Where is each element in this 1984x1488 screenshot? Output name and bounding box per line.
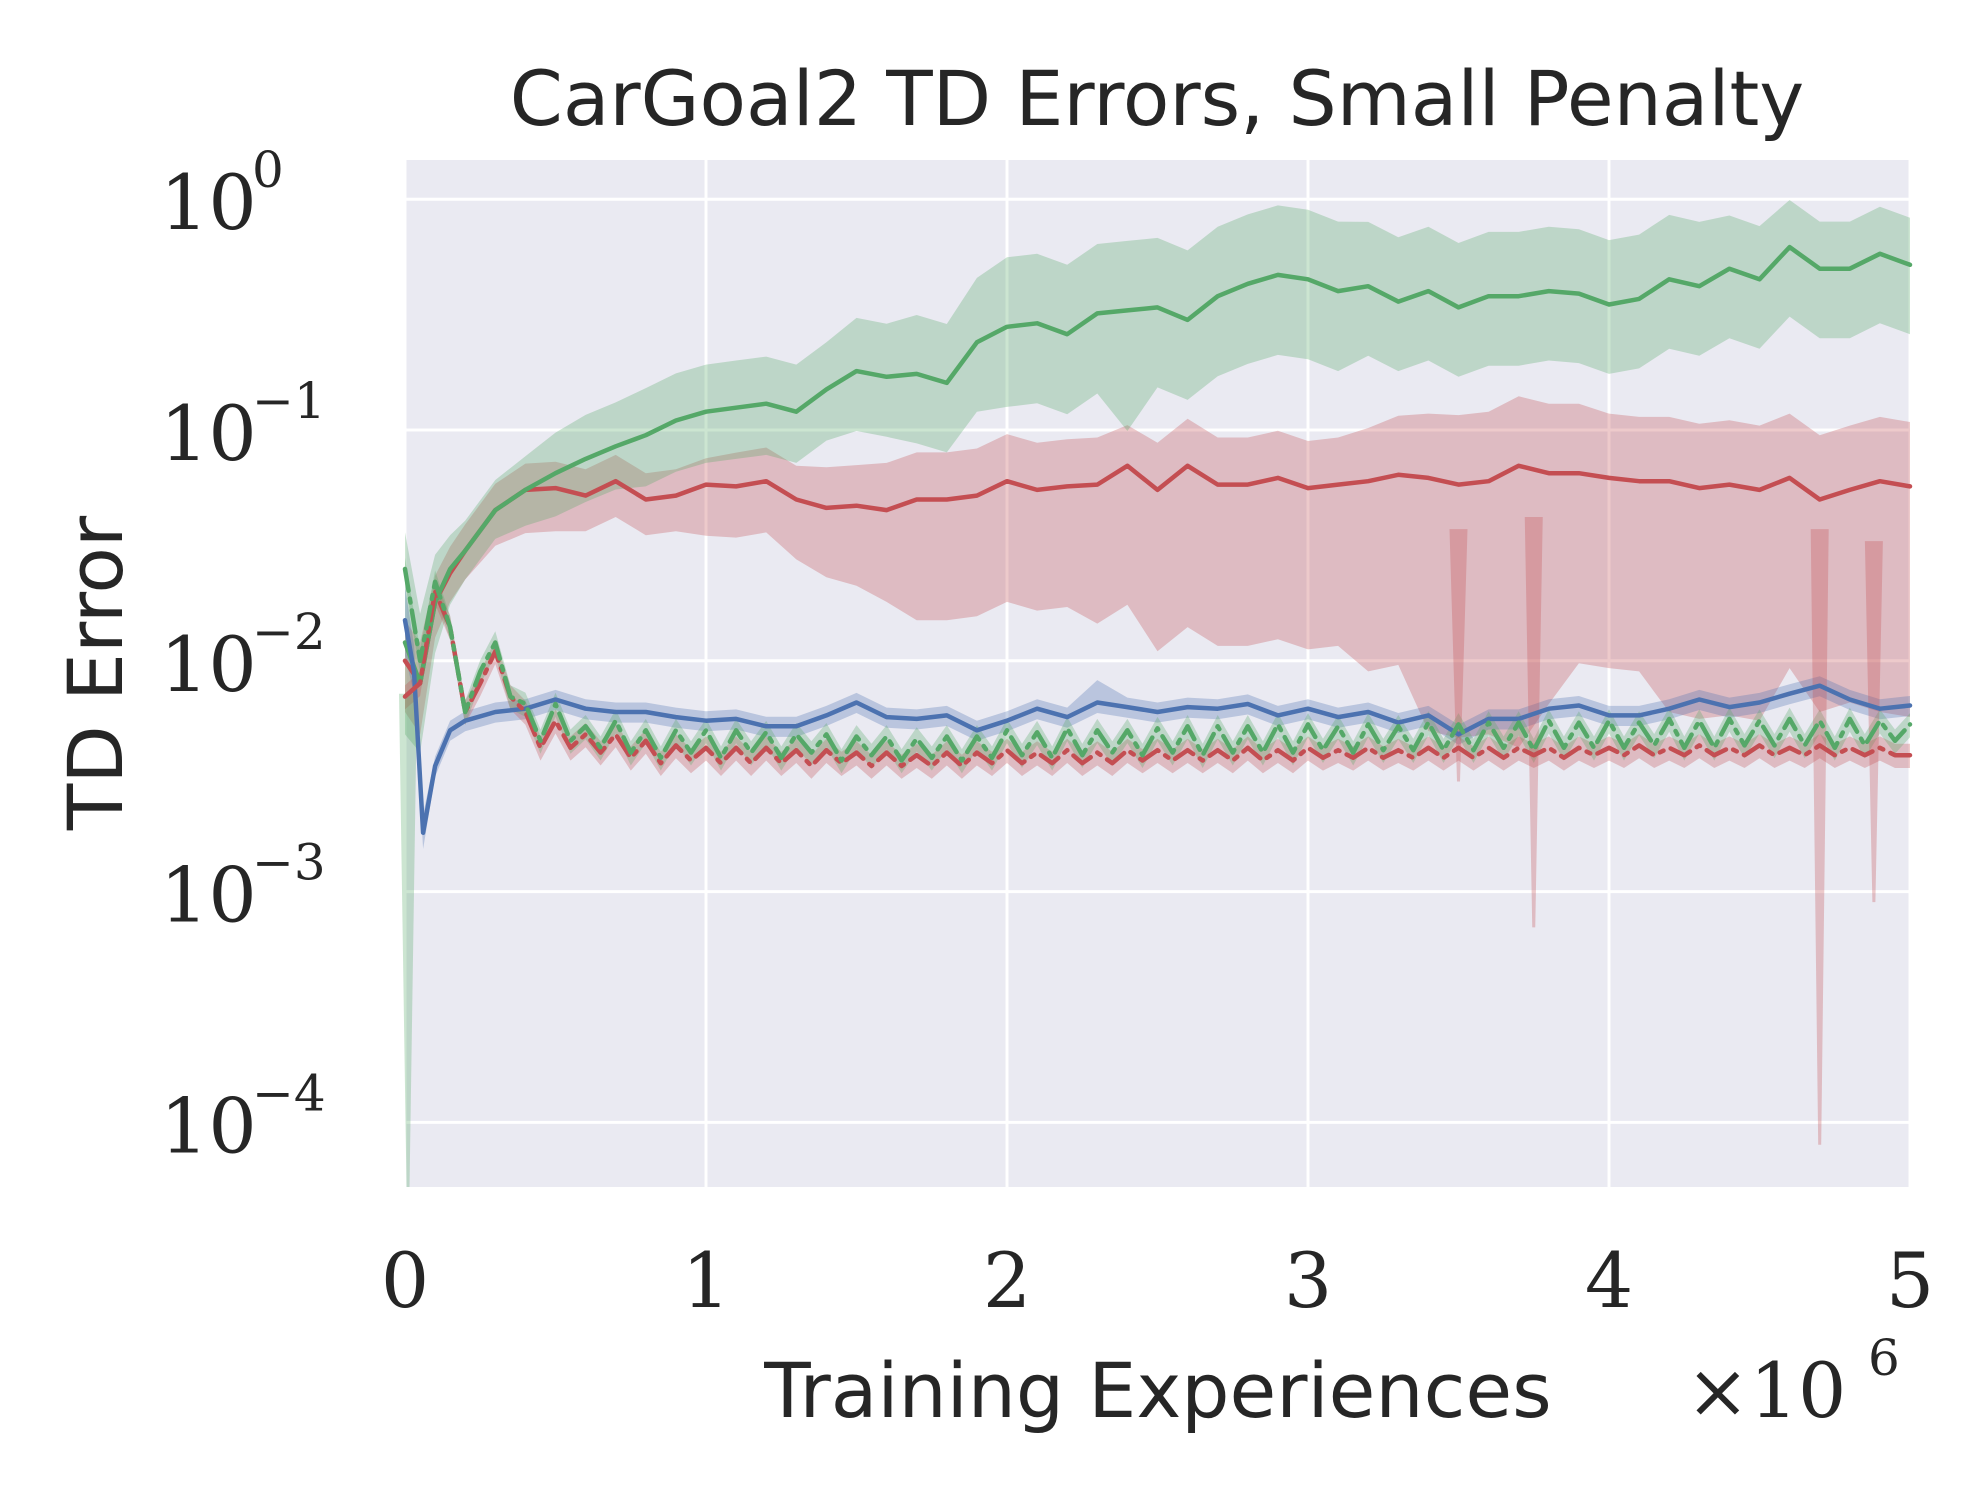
- y-tick-base-4: 10: [160, 1081, 257, 1170]
- y-tick-1: 10−1: [160, 372, 326, 478]
- chart: 012345 10010−110−210−310−4 CarGoal2 TD E…: [0, 0, 1984, 1488]
- y-tick-exponent-3: −3: [252, 834, 326, 892]
- x-tick-label-2: 2: [983, 1236, 1031, 1325]
- chart-title: CarGoal2 TD Errors, Small Penalty: [510, 54, 1805, 143]
- x-axis-label: Training Experiences: [763, 1346, 1551, 1435]
- x-tick-label-4: 4: [1585, 1236, 1633, 1325]
- y-tick-0: 100: [160, 141, 284, 247]
- x-scale-exponent: 6: [1868, 1329, 1900, 1387]
- y-axis-label: TD Error: [51, 515, 140, 831]
- y-tick-exponent-2: −2: [252, 603, 326, 661]
- x-tick-label-5: 5: [1886, 1236, 1934, 1325]
- y-tick-2: 10−2: [160, 603, 326, 709]
- y-tick-exponent-4: −4: [252, 1064, 326, 1122]
- x-scale-multiplier: ×10 6: [1686, 1329, 1900, 1435]
- x-tick-label-3: 3: [1284, 1236, 1332, 1325]
- y-tick-base-0: 10: [160, 158, 257, 247]
- y-tick-4: 10−4: [160, 1064, 326, 1170]
- y-tick-exponent-0: 0: [252, 141, 284, 199]
- x-tick-label-1: 1: [682, 1236, 730, 1325]
- x-axis-ticks: 0 1 2 3 4 5: [381, 1236, 1934, 1325]
- y-tick-base-1: 10: [160, 389, 257, 478]
- x-tick-label-0: 0: [381, 1236, 429, 1325]
- y-tick-base-3: 10: [160, 851, 257, 940]
- y-tick-base-2: 10: [160, 620, 257, 709]
- y-tick-3: 10−3: [160, 834, 326, 940]
- x-scale-base: ×10: [1686, 1346, 1846, 1435]
- y-tick-exponent-1: −1: [252, 372, 326, 430]
